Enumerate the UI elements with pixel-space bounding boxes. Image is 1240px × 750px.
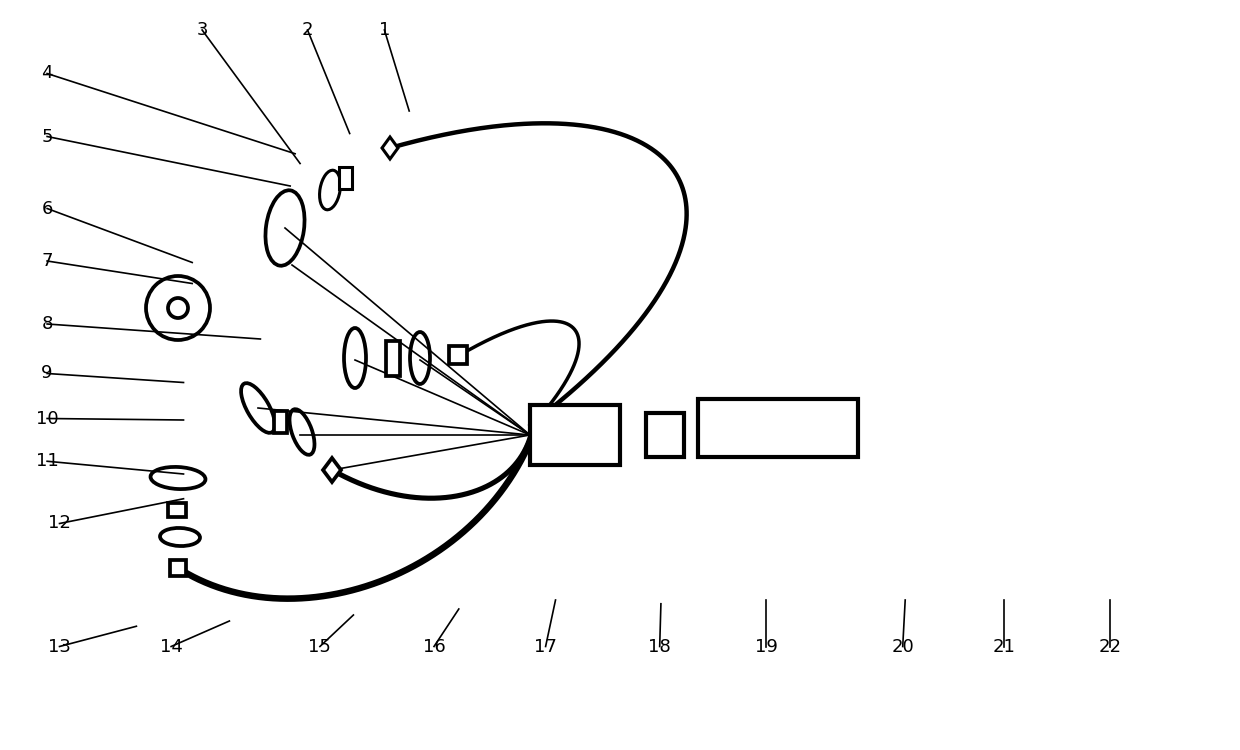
- Text: 21: 21: [993, 638, 1016, 656]
- Polygon shape: [322, 458, 341, 482]
- Bar: [274, 411, 286, 433]
- Text: 19: 19: [755, 638, 777, 656]
- Text: 9: 9: [41, 364, 53, 382]
- Text: 8: 8: [41, 315, 53, 333]
- Text: 15: 15: [309, 638, 331, 656]
- Text: 12: 12: [48, 514, 71, 532]
- Bar: [170, 560, 186, 576]
- Bar: [386, 340, 401, 376]
- Bar: [167, 503, 186, 517]
- Bar: [646, 413, 684, 457]
- Text: 1: 1: [378, 21, 391, 39]
- Text: 10: 10: [36, 410, 58, 428]
- Bar: [698, 399, 858, 457]
- Text: 7: 7: [41, 252, 53, 270]
- Text: 11: 11: [36, 452, 58, 470]
- Text: 2: 2: [301, 21, 314, 39]
- Text: 22: 22: [1099, 638, 1121, 656]
- Text: 3: 3: [196, 21, 208, 39]
- Text: 17: 17: [534, 638, 557, 656]
- Text: 13: 13: [48, 638, 71, 656]
- Text: 5: 5: [41, 128, 53, 146]
- Text: 16: 16: [423, 638, 445, 656]
- Text: 18: 18: [649, 638, 671, 656]
- Text: 20: 20: [892, 638, 914, 656]
- Bar: [449, 346, 467, 364]
- Text: 14: 14: [160, 638, 182, 656]
- Bar: [339, 167, 351, 189]
- Polygon shape: [382, 137, 398, 159]
- Text: 4: 4: [41, 64, 53, 82]
- Text: 6: 6: [41, 200, 53, 217]
- Bar: [529, 405, 620, 465]
